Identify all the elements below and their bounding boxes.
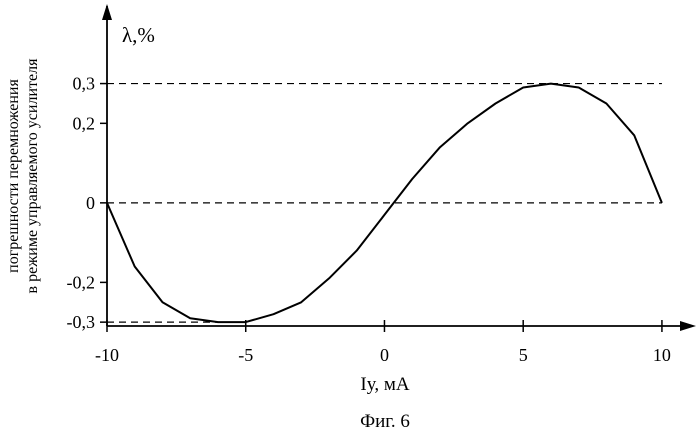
y-tick-label-1: 0,2 [73, 113, 96, 133]
x-tick-label-3: 5 [519, 345, 528, 365]
y-axis-label-line2: в режиме управляемого усилителя [24, 58, 41, 294]
ticks: 0,3 0,2 0 -0,2 -0,3 -10 -5 0 5 10 [67, 74, 671, 365]
x-tick-label-1: -5 [238, 345, 253, 365]
y-axis-label-line1: погрешности перемножения [5, 79, 22, 273]
reference-lines [107, 84, 662, 323]
y-tick-label-3: -0,2 [67, 272, 96, 292]
x-axis-label: Iу, мА [360, 374, 409, 395]
x-tick-label-0: -10 [95, 345, 119, 365]
axes [102, 4, 696, 331]
x-tick-label-4: 10 [653, 345, 671, 365]
y-tick-label-0: 0,3 [73, 74, 96, 94]
figure-caption: Фиг. 6 [360, 411, 410, 432]
x-tick-label-2: 0 [380, 345, 389, 365]
x-axis-arrow [680, 321, 696, 331]
y-axis-arrow [102, 4, 112, 20]
y-axis-unit-label: λ,% [122, 23, 155, 47]
y-tick-label-4: -0,3 [67, 312, 96, 332]
y-tick-label-2: 0 [86, 193, 95, 213]
